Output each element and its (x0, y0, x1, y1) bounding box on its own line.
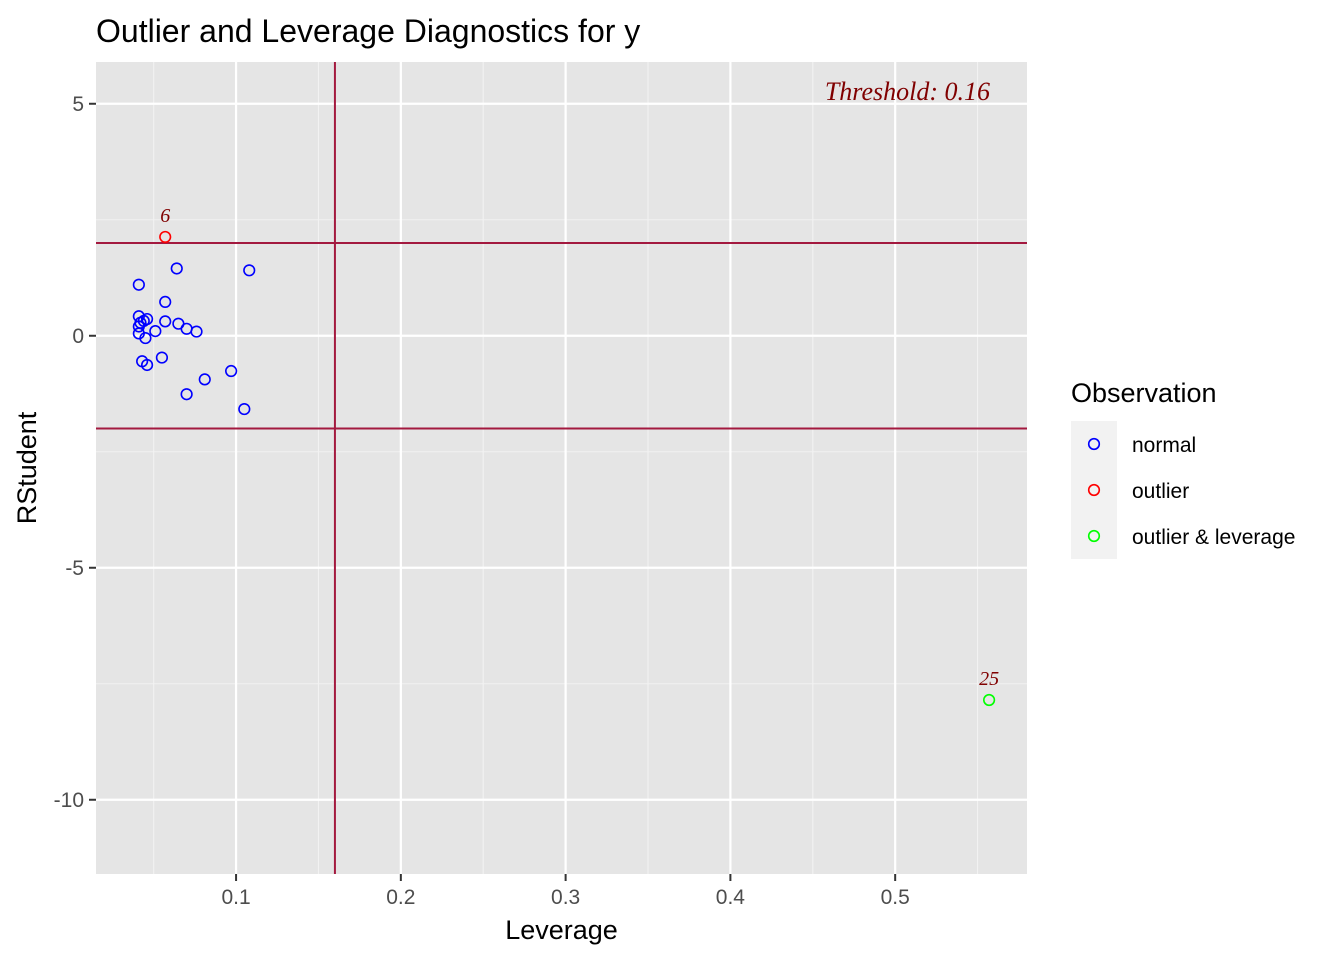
legend-title: Observation (1071, 378, 1217, 408)
point-normal-13 (149, 325, 162, 338)
y-tick-label-0: 5 (72, 93, 84, 116)
legend-key-2 (1087, 529, 1101, 543)
legend-label-2: outlier & leverage (1132, 526, 1295, 549)
data-points (132, 230, 996, 707)
point-normal-12 (190, 325, 203, 338)
x-tick-label-2: 0.3 (551, 886, 580, 909)
threshold-label: Threshold: 0.16 (825, 77, 990, 106)
point-normal-0 (132, 278, 145, 291)
point-outlier-0 (159, 230, 172, 244)
point-normal-8 (132, 320, 145, 333)
point-outlier-leverage-0 (983, 693, 996, 707)
y-tick-label-3: -10 (54, 789, 84, 812)
y-axis: 5 0 -5 -10 (54, 93, 96, 812)
point-normal-15 (139, 331, 152, 345)
y-axis-title: RStudent (12, 411, 42, 524)
point-normal-1 (170, 262, 183, 275)
point-normal-3 (159, 295, 172, 308)
legend: Observation normal outlier outlier & lever… (1071, 378, 1295, 559)
point-normal-22 (238, 402, 251, 416)
chart-title: Outlier and Leverage Diagnostics for y (96, 13, 640, 49)
point-normal-20 (198, 373, 211, 386)
threshold-lines (96, 62, 1027, 874)
x-tick-label-1: 0.2 (386, 886, 415, 909)
plot-panel (96, 62, 1027, 874)
grid-major (96, 62, 1027, 874)
legend-key-1 (1087, 483, 1101, 497)
legend-label-1: outlier (1132, 480, 1189, 503)
legend-entries: normal outlier outlier & leverage (1087, 434, 1295, 549)
x-tick-label-4: 0.5 (881, 886, 910, 909)
y-tick-label-2: -5 (65, 557, 84, 580)
point-label-6: 6 (160, 205, 170, 227)
x-axis: 0.1 0.2 0.3 0.4 0.5 (221, 874, 910, 909)
point-normal-21 (180, 388, 193, 401)
grid-minor (96, 62, 1027, 874)
legend-key-0 (1087, 437, 1101, 451)
x-axis-title: Leverage (505, 915, 618, 945)
x-tick-label-3: 0.4 (716, 886, 746, 909)
point-normal-2 (243, 264, 256, 277)
point-normal-9 (159, 315, 172, 328)
legend-label-0: normal (1132, 434, 1196, 457)
point-label-25: 25 (979, 668, 999, 690)
point-normal-16 (155, 351, 169, 364)
x-tick-label-0: 0.1 (221, 886, 250, 909)
legend-key-background (1071, 421, 1117, 559)
point-labels: 6 25 (160, 205, 999, 690)
point-normal-19 (225, 364, 238, 378)
y-tick-label-1: 0 (72, 325, 84, 348)
point-normal-18 (140, 358, 154, 372)
